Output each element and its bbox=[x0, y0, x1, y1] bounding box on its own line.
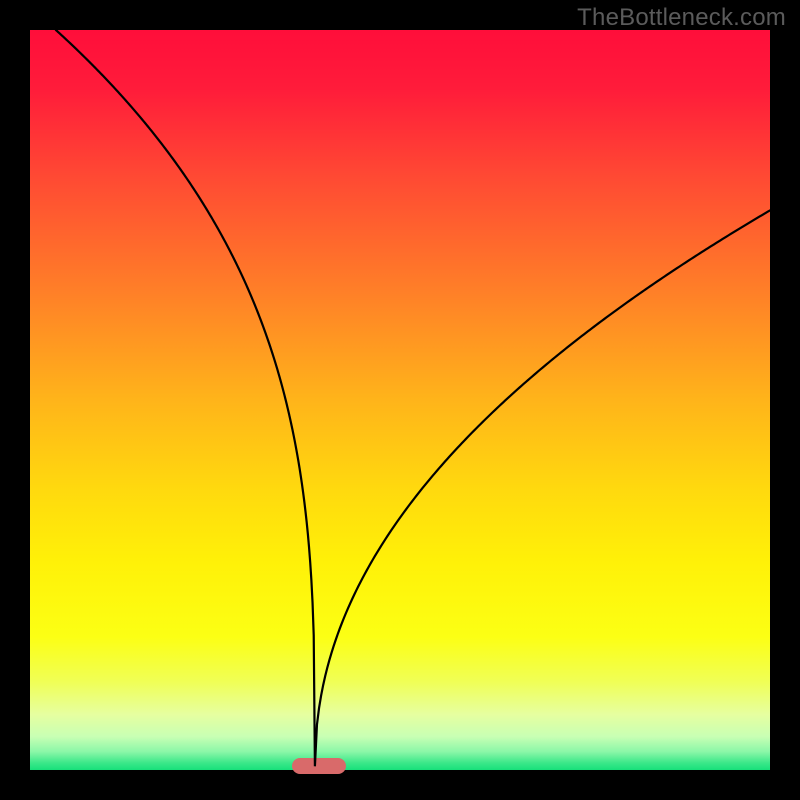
background-gradient bbox=[30, 30, 770, 770]
plot-area bbox=[30, 30, 770, 770]
watermark-text: TheBottleneck.com bbox=[577, 4, 786, 32]
optimal-range-marker bbox=[292, 758, 346, 774]
chart-container: TheBottleneck.com bbox=[0, 0, 800, 800]
